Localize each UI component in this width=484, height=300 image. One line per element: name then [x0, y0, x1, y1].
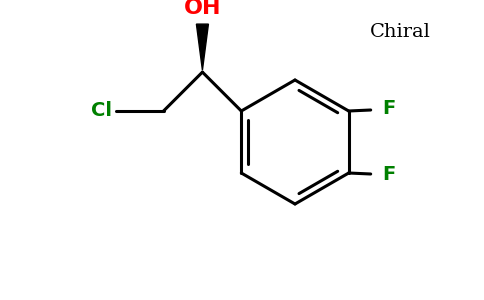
Text: F: F: [383, 100, 396, 118]
Polygon shape: [197, 24, 209, 70]
Text: Cl: Cl: [91, 101, 111, 121]
Text: OH: OH: [183, 0, 221, 18]
Text: F: F: [383, 166, 396, 184]
Text: Chiral: Chiral: [370, 23, 430, 41]
